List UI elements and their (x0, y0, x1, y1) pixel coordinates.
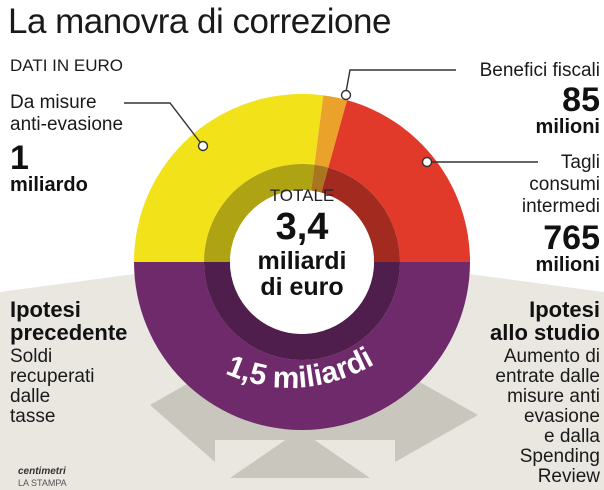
anti-evasion-label-line1: Da misure (10, 92, 97, 113)
right-hypothesis-text-line: misure anti (507, 386, 600, 407)
cuts-value: 765 (543, 219, 600, 257)
bottom-left-arrow-shape (230, 430, 370, 478)
marker-anti-evasion (197, 140, 209, 152)
anti-evasion-value: 1 (10, 139, 29, 177)
left-hypothesis-text-line: tasse (10, 406, 56, 427)
marker-cuts (421, 156, 433, 168)
left-hypothesis-title-line1: Ipotesi (10, 297, 81, 322)
center-unit-line2: di euro (260, 273, 344, 301)
right-hypothesis-title-line2: allo studio (490, 320, 600, 345)
subtitle: DATI IN EURO (10, 56, 124, 75)
credit-publisher: LA STAMPA (18, 478, 67, 488)
donut-slice-inner (311, 164, 329, 193)
leader-fiscal (345, 69, 456, 93)
donut-slice-inner (204, 164, 315, 262)
right-hypothesis-text-line: Review (537, 466, 600, 487)
center-total-value: 3,4 (275, 206, 329, 248)
fiscal-label: Benefici fiscali (479, 60, 600, 81)
center-unit-line1: miliardi (257, 247, 347, 275)
credit-brand: centimetri (18, 466, 66, 477)
anti-evasion-label-line2: anti-evasione (10, 114, 124, 135)
center-total-label: TOTALE (269, 186, 335, 205)
right-hypothesis-text-line: Aumento di (503, 346, 600, 367)
anti-evasion-unit: miliardo (10, 174, 88, 196)
left-hypothesis-title-line2: precedente (10, 320, 128, 345)
right-hypothesis-title-line1: Ipotesi (529, 297, 600, 322)
donut-ring (134, 93, 470, 430)
donut-slice (314, 95, 348, 168)
donut-slice-inner (321, 167, 400, 262)
fiscal-value: 85 (562, 81, 600, 119)
leader-anti-evasion (124, 102, 204, 147)
right-hypothesis-text-line: entrate dalle (495, 366, 600, 387)
marker-fiscal (340, 89, 352, 101)
right-hypothesis-text-line: evasione (523, 406, 600, 427)
donut-slice (328, 100, 470, 262)
donut-slice (134, 262, 470, 430)
cuts-label-line3: intermedi (521, 196, 600, 217)
cuts-unit: milioni (535, 254, 600, 276)
right-hypothesis-text-line: e dalla (544, 426, 600, 447)
left-hypothesis-text-line: Soldi (10, 346, 53, 367)
page-title: La manovra di correzione (8, 2, 391, 41)
right-hypothesis-text-line: Spending (519, 446, 600, 467)
donut-slice-inner (204, 262, 400, 360)
left-hypothesis-text-line: dalle (10, 386, 51, 407)
donut-hole (230, 190, 374, 334)
left-hypothesis-text-line: recuperati (10, 366, 95, 387)
cuts-label-line1: Tagli (560, 152, 600, 173)
cuts-label-line2: consumi (529, 174, 600, 195)
donut-slice (134, 93, 324, 262)
fiscal-unit: milioni (535, 116, 600, 138)
